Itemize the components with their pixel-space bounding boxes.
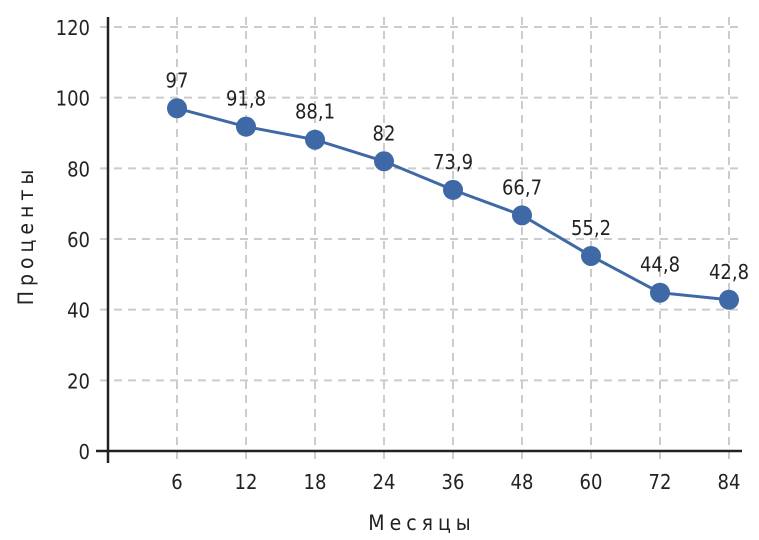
data-label: 91,8 xyxy=(226,87,266,111)
x-tick-label: 12 xyxy=(235,470,258,494)
data-point xyxy=(512,205,532,226)
x-tick-label: 84 xyxy=(718,470,741,494)
x-axis-label: Месяцы xyxy=(368,511,475,535)
axes xyxy=(96,17,742,463)
y-tick-label: 0 xyxy=(79,440,90,464)
data-point xyxy=(167,98,187,119)
x-tick-label: 36 xyxy=(442,470,465,494)
x-tick-label: 60 xyxy=(580,470,603,494)
data-label: 44,8 xyxy=(640,253,680,277)
data-label: 55,2 xyxy=(571,216,611,240)
x-tick-label: 72 xyxy=(649,470,672,494)
y-tick-label: 20 xyxy=(67,369,90,393)
data-label: 82 xyxy=(373,121,396,145)
y-tick-label: 120 xyxy=(56,16,90,40)
x-tick-label: 6 xyxy=(171,470,182,494)
data-point xyxy=(305,129,325,150)
tick-labels: 0 20 40 60 80 100 120 6 12 18 24 36 48 60 72 84 xyxy=(56,16,741,494)
data-label: 66,7 xyxy=(502,175,542,199)
data-point xyxy=(719,289,739,310)
series: 97 91,8 88,1 82 73,9 66,7 55,2 44,8 42,8 xyxy=(166,68,749,310)
data-point xyxy=(443,179,463,200)
x-tick-label: 48 xyxy=(511,470,534,494)
y-tick-label: 60 xyxy=(67,228,90,252)
x-tick-label: 18 xyxy=(304,470,327,494)
y-axis-label: Проценты xyxy=(14,165,38,306)
data-label: 88,1 xyxy=(295,100,335,124)
y-tick-label: 80 xyxy=(67,157,90,181)
y-tick-label: 100 xyxy=(56,87,90,111)
data-point xyxy=(236,116,256,137)
data-point xyxy=(374,151,394,172)
x-tick-label: 24 xyxy=(373,470,396,494)
data-point xyxy=(581,245,601,266)
y-tick-label: 40 xyxy=(67,299,90,323)
data-label: 97 xyxy=(166,68,189,92)
grid xyxy=(100,17,742,463)
data-label: 73,9 xyxy=(433,150,473,174)
data-label: 42,8 xyxy=(709,260,749,284)
data-point xyxy=(650,282,670,303)
